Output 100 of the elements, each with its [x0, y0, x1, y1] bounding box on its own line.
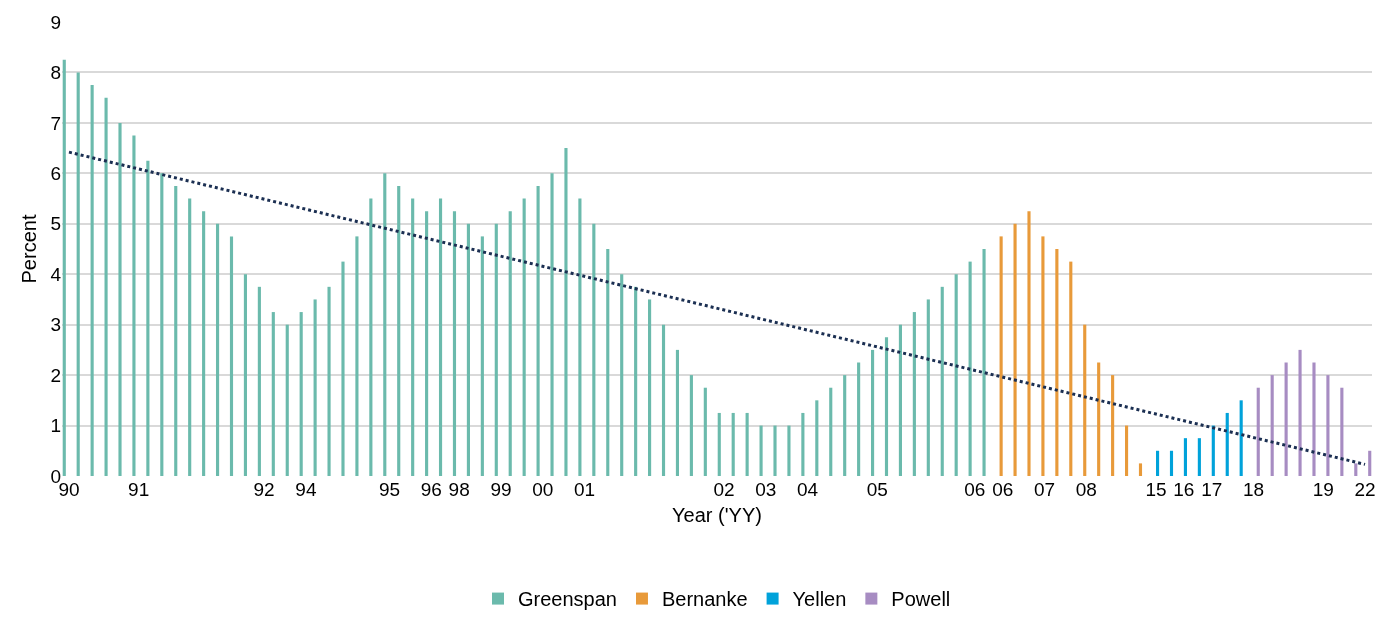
x-tick-label: 94 [295, 479, 317, 500]
x-tick-label: 18 [1242, 479, 1265, 500]
bar [1340, 387, 1344, 476]
y-tick-label: 2 [50, 364, 61, 386]
bar [536, 185, 540, 476]
bar [801, 412, 805, 476]
bar [369, 198, 373, 476]
bar [1069, 261, 1073, 476]
y-tick-label: 3 [50, 314, 61, 336]
legend-label: Greenspan [518, 588, 617, 611]
x-tick-label: 05 [866, 479, 888, 500]
bar [1138, 463, 1143, 476]
bar [188, 198, 192, 476]
bar [898, 324, 902, 476]
bar [954, 274, 958, 476]
bar [383, 173, 387, 476]
bar [787, 425, 791, 476]
bar [146, 160, 150, 476]
x-tick-label: 19 [1312, 479, 1334, 500]
bar [1111, 375, 1115, 476]
x-tick-label: 17 [1201, 479, 1223, 500]
bar [76, 72, 80, 476]
legend-label: Yellen [792, 588, 847, 611]
bar [1211, 425, 1215, 476]
bar [466, 223, 470, 476]
x-tick-label: 92 [253, 479, 275, 500]
bar [132, 135, 136, 476]
bar [564, 148, 568, 476]
x-tick-label: 04 [797, 479, 819, 500]
bar [1312, 362, 1316, 476]
x-tick-label: 15 [1145, 479, 1167, 500]
x-tick-label: 03 [755, 479, 777, 500]
bar [1225, 412, 1229, 476]
bar [285, 324, 289, 476]
bar [999, 236, 1003, 476]
bar [773, 425, 777, 476]
legend-label: Bernanke [661, 588, 748, 611]
bar [1256, 387, 1260, 476]
bar [870, 349, 875, 476]
bar [425, 211, 429, 476]
bar [620, 274, 624, 476]
bar [397, 185, 401, 476]
bar [243, 274, 247, 476]
x-axis-title: Year ('YY) [672, 503, 762, 526]
bar [1270, 375, 1274, 476]
y-tick-label: 9 [50, 11, 61, 33]
y-tick-label: 8 [50, 62, 61, 84]
bar [118, 122, 122, 476]
x-tick-label: 95 [378, 479, 401, 500]
bar [550, 173, 554, 476]
bar [634, 286, 638, 476]
bar [648, 299, 652, 476]
bar [202, 211, 206, 476]
bar [578, 198, 582, 476]
bar [1183, 438, 1187, 476]
bar [452, 211, 457, 476]
bar [1041, 236, 1045, 476]
bar [62, 59, 66, 476]
bar [271, 312, 275, 476]
bar [1124, 425, 1129, 476]
bar [160, 173, 164, 476]
bar [299, 312, 303, 476]
bar [1354, 463, 1358, 476]
x-tick-label: 00 [532, 479, 554, 500]
bar [215, 223, 220, 476]
bar [1298, 349, 1302, 476]
bar [731, 412, 735, 476]
bar [982, 249, 986, 476]
x-tick-label: 01 [574, 479, 596, 500]
bar [940, 286, 944, 476]
bar [815, 400, 819, 476]
y-tick-label: 7 [50, 112, 61, 134]
bar [606, 249, 610, 476]
bar [1284, 362, 1288, 476]
y-tick-label: 6 [50, 162, 61, 184]
x-tick-label: 16 [1173, 479, 1195, 500]
bar [829, 387, 833, 476]
bar [257, 286, 261, 476]
x-tick-label: 96 [420, 479, 442, 500]
bar [1368, 450, 1372, 476]
bar [522, 198, 526, 476]
x-tick-label: 02 [713, 479, 735, 500]
bar [1013, 223, 1017, 476]
bar [912, 312, 916, 476]
legend-label: Powell [891, 588, 951, 611]
x-tick-label: 98 [448, 479, 470, 500]
bar [508, 211, 512, 476]
x-tick-label: 07 [1033, 479, 1056, 500]
bar [592, 223, 596, 476]
x-tick-label: 99 [490, 479, 512, 500]
bar [926, 299, 930, 476]
bar [1326, 375, 1330, 476]
bar [174, 185, 178, 476]
bar [745, 412, 749, 476]
bar [1239, 400, 1243, 476]
bar [689, 375, 693, 476]
bar [1027, 211, 1031, 476]
bar [327, 286, 331, 476]
y-tick-label: 5 [50, 213, 61, 235]
bar [494, 223, 498, 476]
